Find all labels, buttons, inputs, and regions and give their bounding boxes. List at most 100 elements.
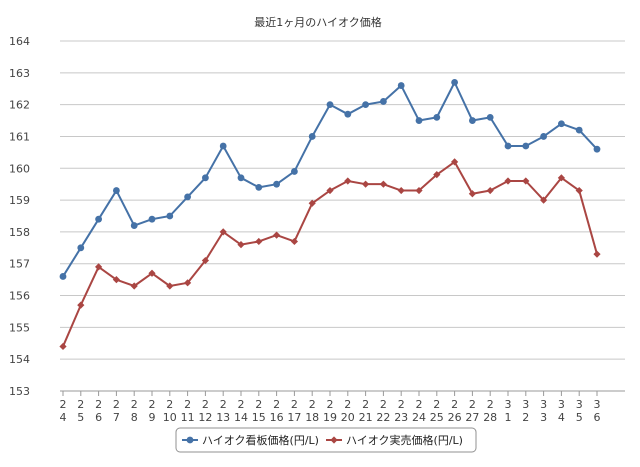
x-tick-label-month: 2 — [113, 398, 120, 411]
y-tick-label: 157 — [9, 258, 30, 271]
x-tick-label-day: 26 — [448, 411, 462, 424]
x-tick-label-month: 2 — [398, 398, 405, 411]
y-tick-label: 159 — [9, 194, 30, 207]
legend[interactable]: ハイオク看板価格(円/L) ハイオク実売価格(円/L) — [175, 427, 477, 453]
x-tick-label-day: 2 — [522, 411, 529, 424]
x-tick-label-month: 2 — [166, 398, 173, 411]
data-point — [540, 133, 547, 140]
y-tick-label: 161 — [9, 130, 30, 143]
data-point — [308, 199, 316, 207]
x-tick-label-month: 2 — [149, 398, 156, 411]
x-tick-label-day: 10 — [163, 411, 177, 424]
series-1 — [59, 78, 601, 280]
data-point — [593, 145, 601, 153]
data-point — [219, 142, 227, 150]
legend-label: ハイオク実売価格(円/L) — [346, 433, 463, 447]
data-point — [59, 342, 67, 351]
x-tick-label-day: 8 — [131, 411, 138, 424]
data-point — [558, 120, 565, 128]
series-2 — [59, 158, 601, 351]
legend-item-1[interactable]: ハイオク看板価格(円/L) — [182, 433, 319, 447]
y-tick-label: 154 — [9, 353, 30, 366]
data-point — [504, 177, 512, 185]
data-point — [77, 244, 85, 252]
data-point — [201, 256, 209, 265]
data-point — [148, 269, 156, 277]
axes: 1531541551561571581591601611621631642425… — [9, 35, 625, 424]
x-tick-label-month: 2 — [131, 398, 138, 411]
x-tick-label-day: 14 — [234, 411, 248, 424]
data-point — [397, 82, 405, 89]
series-layer — [59, 78, 601, 351]
data-point — [344, 177, 352, 185]
grid-lines — [60, 40, 625, 392]
data-point — [326, 101, 334, 109]
data-point — [148, 215, 156, 223]
x-tick-label-month: 2 — [327, 398, 334, 411]
x-tick-label-day: 27 — [465, 411, 479, 424]
data-point — [415, 186, 423, 195]
data-point — [95, 215, 102, 223]
data-point — [112, 276, 120, 284]
x-tick-label-day: 19 — [323, 411, 337, 424]
x-tick-label-day: 20 — [341, 411, 355, 424]
x-tick-label-day: 5 — [576, 411, 583, 424]
x-tick-label-month: 2 — [273, 398, 280, 411]
data-point — [593, 250, 601, 258]
legend-circle-icon — [186, 436, 194, 444]
data-point — [522, 142, 530, 150]
legend-diamond-icon — [330, 436, 338, 444]
data-point — [575, 186, 583, 195]
data-point — [95, 263, 103, 271]
data-point — [166, 212, 174, 220]
x-tick-label-day: 9 — [149, 411, 156, 424]
legend-item-2[interactable]: ハイオク実売価格(円/L) — [326, 433, 463, 447]
x-tick-label-month: 2 — [362, 398, 369, 411]
data-point — [202, 174, 209, 182]
x-tick-label-month: 2 — [77, 398, 84, 411]
data-point — [130, 222, 138, 229]
data-point — [77, 301, 85, 309]
x-tick-label-day: 22 — [376, 411, 390, 424]
x-tick-label-day: 21 — [359, 411, 373, 424]
data-point — [237, 241, 245, 249]
y-tick-label: 164 — [9, 35, 30, 48]
x-tick-label-day: 11 — [181, 411, 195, 424]
x-tick-label-day: 6 — [594, 411, 601, 424]
x-tick-label-day: 17 — [287, 411, 301, 424]
x-tick-label-day: 4 — [60, 411, 67, 424]
data-point — [540, 196, 548, 204]
x-tick-label-month: 2 — [202, 398, 209, 411]
chart-title: 最近1ヶ月のハイオク価格 — [254, 15, 382, 29]
x-tick-label-month: 2 — [416, 398, 423, 411]
data-point — [575, 126, 583, 134]
data-point — [557, 174, 565, 182]
data-point — [486, 186, 494, 195]
x-tick-label-day: 25 — [430, 411, 444, 424]
x-tick-label-month: 2 — [487, 398, 494, 411]
x-tick-label-month: 2 — [469, 398, 476, 411]
data-point — [219, 228, 227, 236]
data-point — [468, 190, 476, 198]
data-point — [59, 273, 67, 280]
x-tick-label-month: 3 — [522, 398, 529, 411]
x-tick-label-month: 2 — [344, 398, 351, 411]
y-tick-label: 156 — [9, 290, 30, 303]
data-point — [379, 180, 387, 188]
x-tick-label-day: 6 — [95, 411, 102, 424]
data-point — [237, 174, 245, 182]
x-tick-label-month: 3 — [558, 398, 565, 411]
data-point — [397, 186, 405, 195]
x-tick-label-month: 2 — [291, 398, 298, 411]
x-tick-label-day: 18 — [305, 411, 319, 424]
data-point — [433, 171, 441, 179]
x-tick-label-day: 5 — [77, 411, 84, 424]
data-point — [113, 187, 120, 194]
y-tick-label: 158 — [9, 226, 30, 239]
y-tick-label: 155 — [9, 321, 30, 334]
y-tick-label: 153 — [9, 385, 30, 398]
x-tick-label-month: 3 — [505, 398, 512, 411]
data-point — [451, 78, 458, 86]
x-tick-label-day: 16 — [270, 411, 284, 424]
